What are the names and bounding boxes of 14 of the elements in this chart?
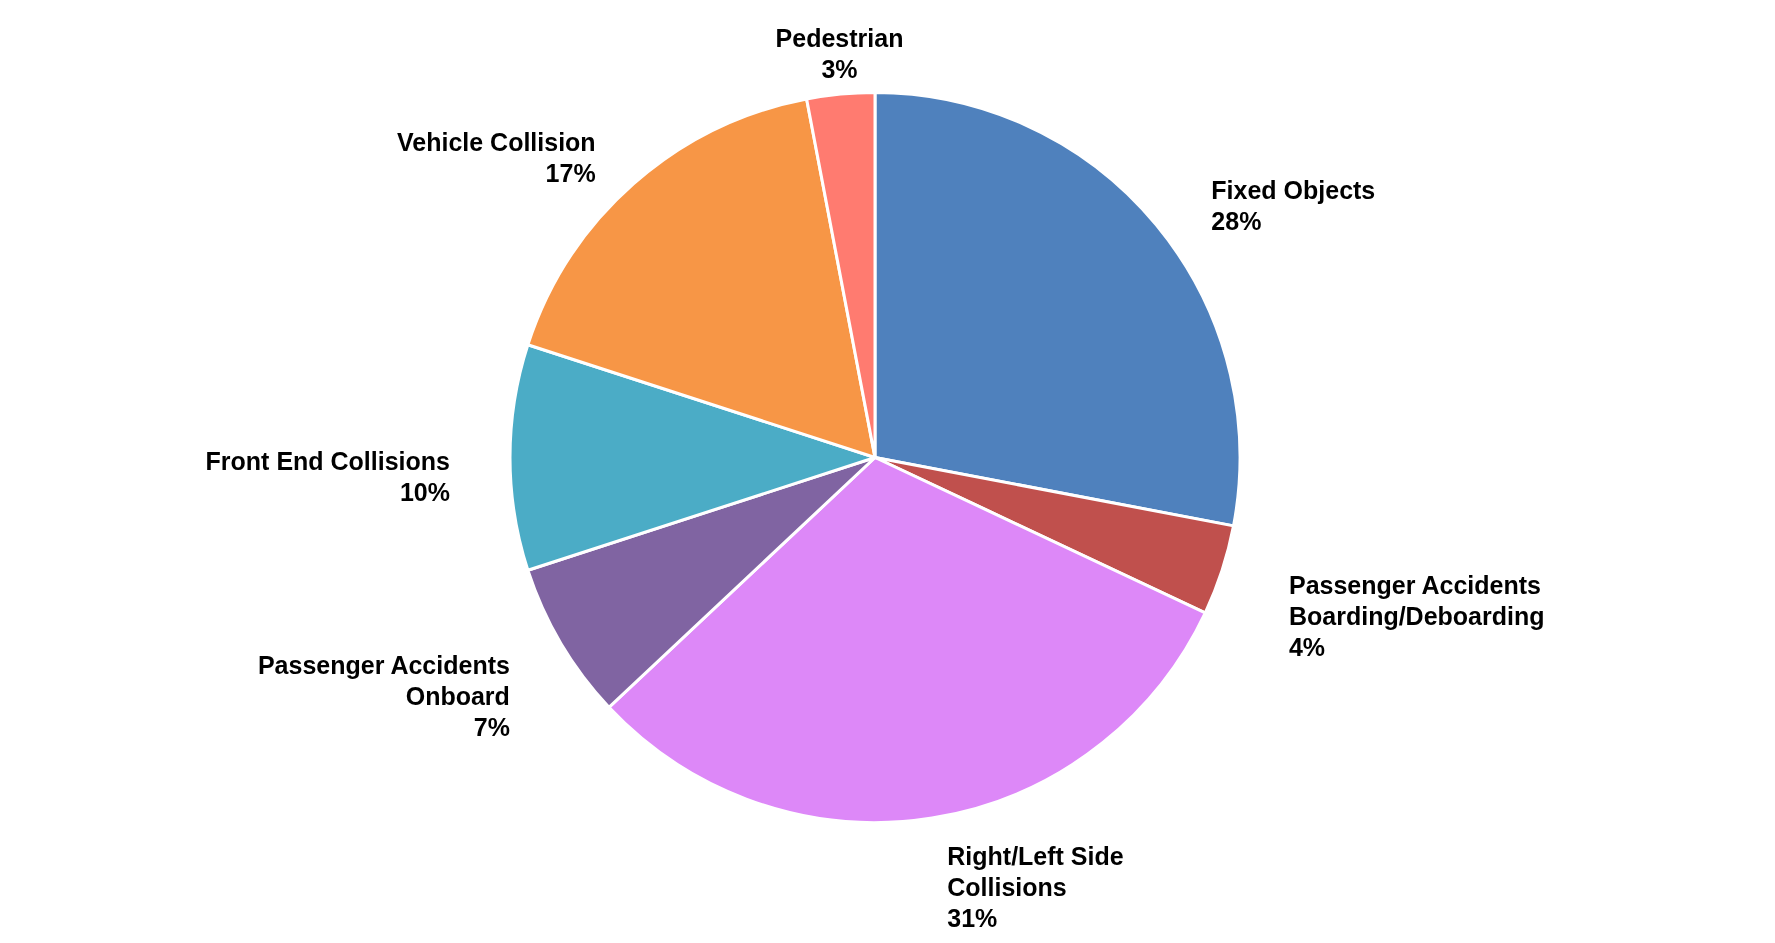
slice-label: Right/Left Side Collisions [947, 842, 1124, 902]
slice-label: Passenger Accidents Onboard [257, 650, 510, 710]
slice-label: Passenger Accidents Boarding/Deboarding [1288, 570, 1545, 630]
data-label: 31% [947, 904, 998, 933]
data-label: 4% [1288, 632, 1326, 661]
slice-label: Pedestrian [775, 23, 904, 52]
data-label: 17% [545, 159, 596, 188]
data-label: 7% [473, 712, 510, 741]
slice-label: Front End Collisions [205, 447, 450, 475]
data-label: 28% [1211, 207, 1262, 236]
slice-label: Vehicle Collision [396, 128, 596, 157]
data-label: 10% [399, 478, 450, 506]
slice-label: Fixed Objects [1211, 176, 1376, 205]
data-label: 3% [821, 54, 858, 83]
